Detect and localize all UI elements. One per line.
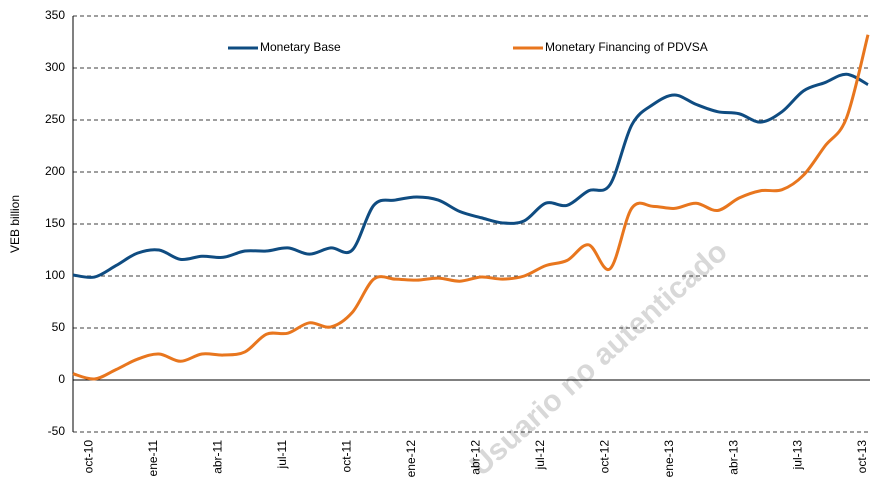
- x-tick-label: oct-13: [855, 440, 869, 474]
- y-tick-label: 200: [45, 164, 65, 178]
- x-tick-label: abr-12: [468, 440, 482, 475]
- x-tick-label: oct-12: [597, 440, 611, 474]
- x-tick-label: ene-13: [662, 440, 676, 478]
- y-tick-label: 50: [52, 320, 66, 334]
- y-tick-label: 300: [45, 60, 65, 74]
- series-line: [72, 34, 870, 381]
- x-tick-label: oct-11: [339, 440, 353, 473]
- y-tick-label: 250: [45, 112, 65, 126]
- legend-label: Monetary Base: [260, 40, 341, 54]
- x-tick-label: jul-11: [275, 440, 289, 470]
- series-line: [72, 72, 869, 279]
- y-tick-label: 350: [45, 8, 65, 22]
- y-tick-label: 100: [45, 268, 65, 282]
- x-tick-label: jul-13: [791, 440, 805, 471]
- x-tick-label: abr-11: [211, 440, 225, 474]
- x-tick-label: abr-13: [726, 440, 740, 475]
- y-tick-label: -50: [48, 424, 66, 438]
- x-tick-label: ene-11: [146, 440, 160, 477]
- y-tick-label: 0: [58, 372, 65, 386]
- y-tick-label: 150: [45, 216, 65, 230]
- y-axis-label: VEB billion: [8, 195, 22, 253]
- legend-label: Monetary Financing of PDVSA: [545, 40, 708, 54]
- x-tick-label: ene-12: [404, 440, 418, 478]
- x-tick-label: jul-12: [533, 440, 547, 471]
- x-tick-label: oct-10: [82, 440, 96, 474]
